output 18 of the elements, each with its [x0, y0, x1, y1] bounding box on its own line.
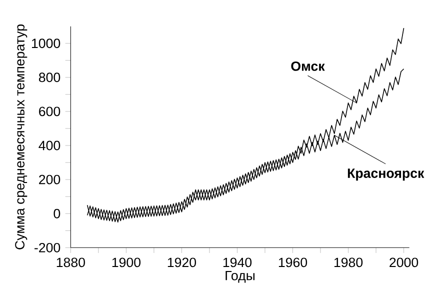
- legend-label: Красноярск: [348, 168, 424, 181]
- y-tick-label: 0: [54, 208, 60, 218]
- x-tick-label: 1880: [56, 258, 85, 268]
- x-tick-label: 1920: [168, 258, 196, 268]
- y-tick-label: 1000: [32, 38, 60, 48]
- y-tick-label: 400: [38, 140, 60, 150]
- text: Омск: [291, 61, 325, 71]
- x-tick-label: 1940: [223, 258, 252, 268]
- y-tick-label: 800: [38, 72, 60, 82]
- x-tick-label: 1900: [112, 258, 140, 268]
- y-tick-label: -200: [34, 242, 60, 252]
- y-axis-title: Сумма среднемесячных температур: [15, 24, 28, 250]
- y-tick-label: 200: [39, 174, 60, 184]
- x-tick-label: 1980: [334, 258, 363, 268]
- x-axis-title: Годы: [226, 270, 254, 283]
- x-tick-label: 2000: [390, 258, 418, 268]
- y-tick-label: 600: [39, 106, 60, 116]
- x-tick-label: 1960: [278, 258, 308, 268]
